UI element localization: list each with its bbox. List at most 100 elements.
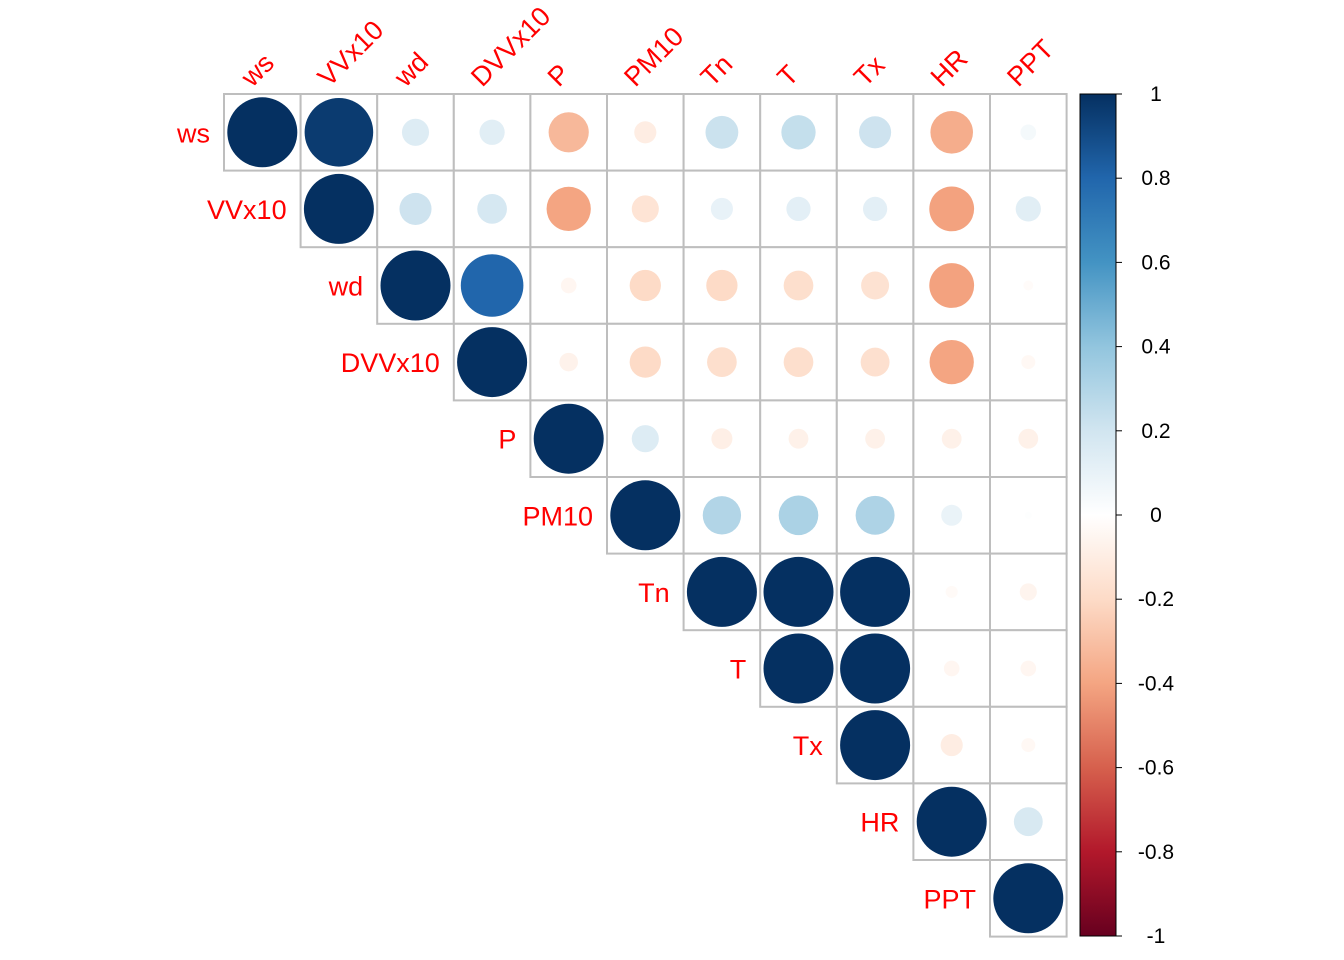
colorbar-tick-label: 0 (1150, 504, 1162, 527)
column-label-HR: HR (925, 43, 974, 92)
color-legend-bar: 1 0.8 0.6 0.4 0.2 0 -0.2 -0.4 -0.6 -0.8 -1 (1079, 83, 1175, 948)
column-label-T: T (772, 59, 805, 92)
correlation-circle-Tn-Tx (840, 556, 911, 627)
row-label-HR: HR (860, 808, 899, 838)
correlation-circle-Tx-Tx (840, 710, 911, 781)
correlation-circle-wd-P (560, 277, 577, 294)
row-label-P: P (498, 425, 516, 455)
column-label-Tn: Tn (695, 49, 738, 92)
correlation-circle-PPT-PPT (993, 863, 1064, 934)
correlation-circles (227, 97, 1064, 934)
correlation-circle-T-HR (943, 660, 960, 677)
correlation-circle-VVx10-T (786, 196, 811, 222)
correlation-circle-PM10-Tn (702, 496, 742, 535)
correlation-circle-T-Tx (840, 633, 911, 704)
correlation-circle-P-Tx (865, 428, 885, 449)
correlation-circle-PM10-Tx (855, 495, 895, 535)
correlation-circle-Tn-T (763, 556, 834, 627)
colorbar-tick-label: 1 (1150, 83, 1162, 106)
row-label-Tx: Tx (793, 731, 823, 761)
colorbar-tick-label: -0.2 (1138, 588, 1174, 611)
correlation-circle-PM10-PM10 (610, 480, 681, 551)
row-label-Tn: Tn (638, 578, 670, 608)
correlation-circle-VVx10-P (546, 186, 591, 232)
correlation-circle-ws-T (781, 115, 816, 150)
correlation-circle-DVVx10-Tx (860, 347, 890, 377)
correlation-circle-Tn-Tn (686, 556, 757, 627)
correlation-circle-wd-DVVx10 (460, 254, 524, 317)
correlation-circle-VVx10-Tn (710, 197, 733, 220)
correlation-circle-ws-VVx10 (304, 98, 374, 167)
column-label-ws: ws (235, 48, 280, 93)
column-label-PM10: PM10 (618, 21, 689, 92)
correlation-circle-wd-HR (929, 263, 975, 308)
correlation-circle-ws-DVVx10 (479, 119, 505, 145)
correlation-circle-PM10-PPT (1024, 511, 1032, 519)
colorbar-tick-label: -1 (1147, 925, 1166, 948)
column-label-wd: wd (388, 47, 434, 93)
correlation-circle-Tx-PPT (1021, 738, 1036, 753)
column-label-VVx10: VVx10 (312, 15, 389, 92)
correlation-circle-ws-PPT (1020, 124, 1037, 141)
colorbar-tick-label: 0.2 (1141, 420, 1170, 443)
correlation-circle-wd-Tn (706, 269, 738, 302)
column-label-PPT: PPT (1001, 34, 1059, 92)
correlation-circle-VVx10-PPT (1015, 196, 1041, 222)
correlation-circle-Tn-PPT (1019, 583, 1037, 601)
correlation-circle-VVx10-HR (929, 186, 975, 232)
column-label-Tx: Tx (848, 49, 891, 92)
row-labels: ws VVx10 wd DVVx10 P PM10 Tn T Tx HR PPT (176, 118, 976, 914)
correlation-circle-ws-Tx (859, 116, 892, 149)
correlation-circle-PM10-HR (941, 504, 963, 526)
colorbar-tick-label: 0.8 (1141, 167, 1170, 190)
correlation-circle-P-Tn (711, 428, 733, 450)
correlation-circle-wd-PM10 (629, 269, 661, 302)
correlation-circle-ws-Tn (705, 115, 739, 149)
correlation-circle-ws-wd (401, 118, 430, 146)
correlation-circle-HR-HR (916, 786, 987, 857)
column-label-P: P (542, 58, 576, 92)
correlation-circle-P-T (788, 428, 809, 449)
correlation-circle-P-P (533, 403, 604, 474)
correlation-circle-ws-PM10 (634, 121, 657, 144)
correlation-circle-DVVx10-PM10 (629, 346, 661, 378)
correlation-circle-Tn-HR (945, 585, 958, 598)
correlation-circle-VVx10-Tx (862, 196, 888, 222)
correlation-circle-P-PM10 (631, 425, 659, 453)
colorbar-tick-label: -0.4 (1138, 672, 1175, 695)
correlation-circle-VVx10-DVVx10 (477, 194, 507, 224)
column-label-DVVx10: DVVx10 (465, 1, 556, 92)
correlation-circle-DVVx10-T (783, 347, 814, 377)
row-label-DVVx10: DVVx10 (341, 348, 440, 378)
correlation-circle-T-T (763, 633, 834, 704)
correlation-circle-DVVx10-P (559, 352, 578, 372)
correlation-circle-PM10-T (778, 495, 819, 536)
correlation-circle-VVx10-VVx10 (303, 173, 374, 244)
row-label-ws: ws (176, 118, 210, 148)
correlation-circle-VVx10-wd (399, 192, 432, 225)
row-label-PM10: PM10 (522, 501, 593, 531)
correlation-circle-ws-ws (227, 97, 298, 168)
correlation-circle-wd-Tx (861, 271, 890, 300)
correlation-circle-DVVx10-PPT (1021, 355, 1036, 370)
colorbar-gradient (1079, 93, 1117, 937)
correlation-circle-wd-wd (380, 250, 451, 321)
correlation-circle-Tx-HR (940, 734, 963, 757)
correlation-circle-P-PPT (1018, 428, 1039, 449)
correlation-circle-DVVx10-HR (929, 339, 974, 385)
colorbar-tick-label: 0.6 (1141, 251, 1170, 274)
correlation-circle-T-PPT (1020, 660, 1037, 677)
correlation-circle-HR-PPT (1013, 807, 1043, 837)
row-label-T: T (730, 655, 747, 685)
correlation-circle-ws-P (548, 112, 589, 153)
row-label-VVx10: VVx10 (207, 195, 287, 225)
colorbar-tick-label: -0.6 (1138, 757, 1174, 780)
colorbar-tick-label: 0.4 (1141, 336, 1171, 359)
correlation-circle-DVVx10-Tn (707, 347, 737, 377)
correlation-circle-ws-HR (930, 111, 973, 154)
correlation-circle-wd-T (783, 270, 814, 301)
matrix-cell (452, 169, 532, 249)
correlation-circle-VVx10-PM10 (631, 195, 659, 223)
